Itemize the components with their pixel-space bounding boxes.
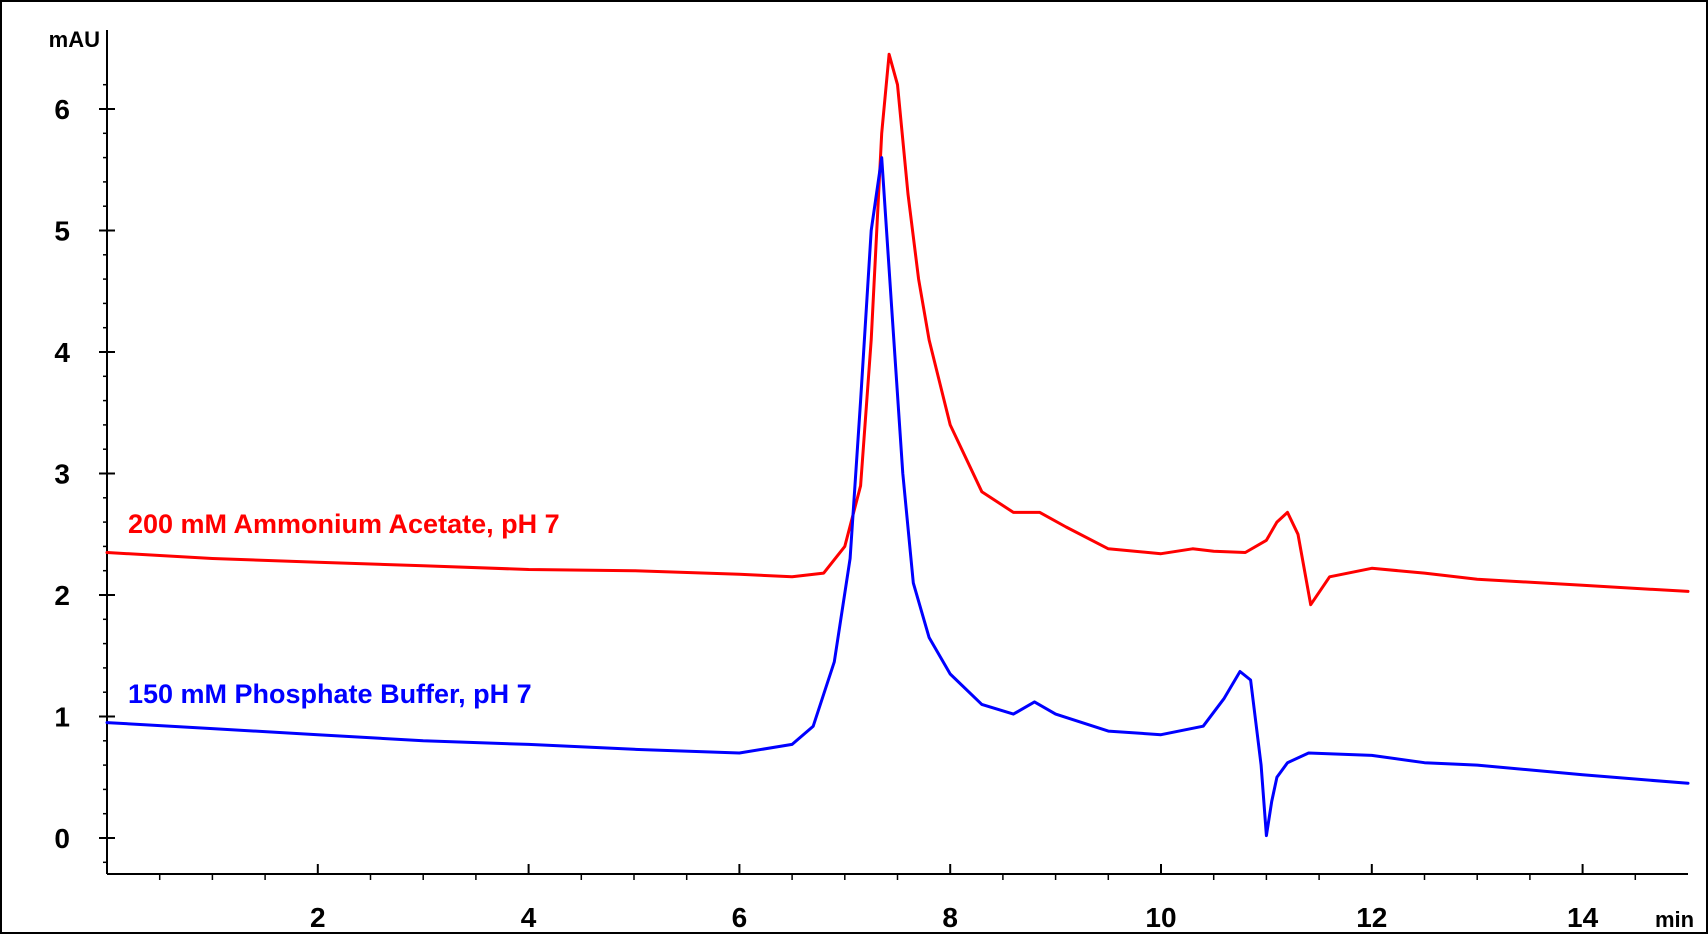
series-label-phosphate-buffer: 150 mM Phosphate Buffer, pH 7 xyxy=(128,679,532,709)
x-tick-label: 14 xyxy=(1567,902,1599,933)
y-tick-label: 1 xyxy=(54,702,70,733)
x-tick-label: 6 xyxy=(732,902,748,933)
y-unit-label: mAU xyxy=(49,27,100,52)
y-tick-label: 0 xyxy=(54,823,70,854)
y-tick-label: 3 xyxy=(54,459,70,490)
x-tick-label: 10 xyxy=(1145,902,1176,933)
x-unit-label: min xyxy=(1655,907,1694,932)
series-layer xyxy=(105,52,1690,838)
series-line-phosphate-buffer xyxy=(105,156,1690,838)
x-tick-label: 2 xyxy=(310,902,326,933)
axes xyxy=(106,30,1688,875)
y-tick-label: 2 xyxy=(54,580,70,611)
y-tick-label: 4 xyxy=(54,337,70,368)
x-tick-label: 4 xyxy=(521,902,537,933)
x-tick-label: 8 xyxy=(942,902,958,933)
series-label-ammonium-acetate: 200 mM Ammonium Acetate, pH 7 xyxy=(128,509,560,539)
x-tick-label: 12 xyxy=(1356,902,1387,933)
y-tick-label: 5 xyxy=(54,216,70,247)
series-line-ammonium-acetate xyxy=(105,52,1690,607)
y-tick-label: 6 xyxy=(54,94,70,125)
